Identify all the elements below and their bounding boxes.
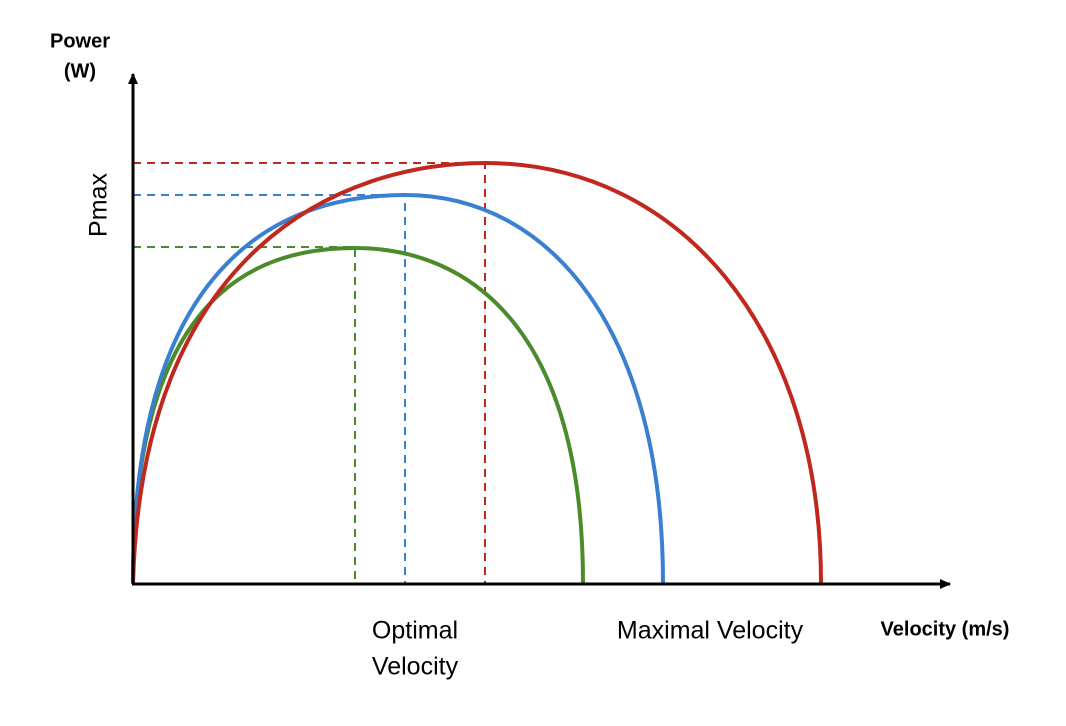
curves bbox=[131, 160, 823, 584]
green-guide bbox=[133, 246, 356, 583]
optimal-label: Optimal bbox=[372, 617, 458, 645]
optimal-label: Velocity bbox=[372, 653, 459, 681]
y-axis-label: Power bbox=[50, 30, 110, 52]
x-axis-label: Velocity (m/s) bbox=[881, 618, 1010, 640]
y-axis-label: (W) bbox=[64, 60, 96, 82]
blue-guide bbox=[133, 194, 406, 583]
red-curve bbox=[131, 160, 823, 584]
maximal-label: Maximal Velocity bbox=[617, 617, 804, 645]
guide-lines bbox=[133, 162, 486, 583]
pmax-label: Pmax bbox=[85, 173, 113, 237]
red-guide bbox=[133, 162, 486, 583]
green-curve bbox=[131, 245, 585, 584]
blue-curve bbox=[131, 192, 665, 584]
